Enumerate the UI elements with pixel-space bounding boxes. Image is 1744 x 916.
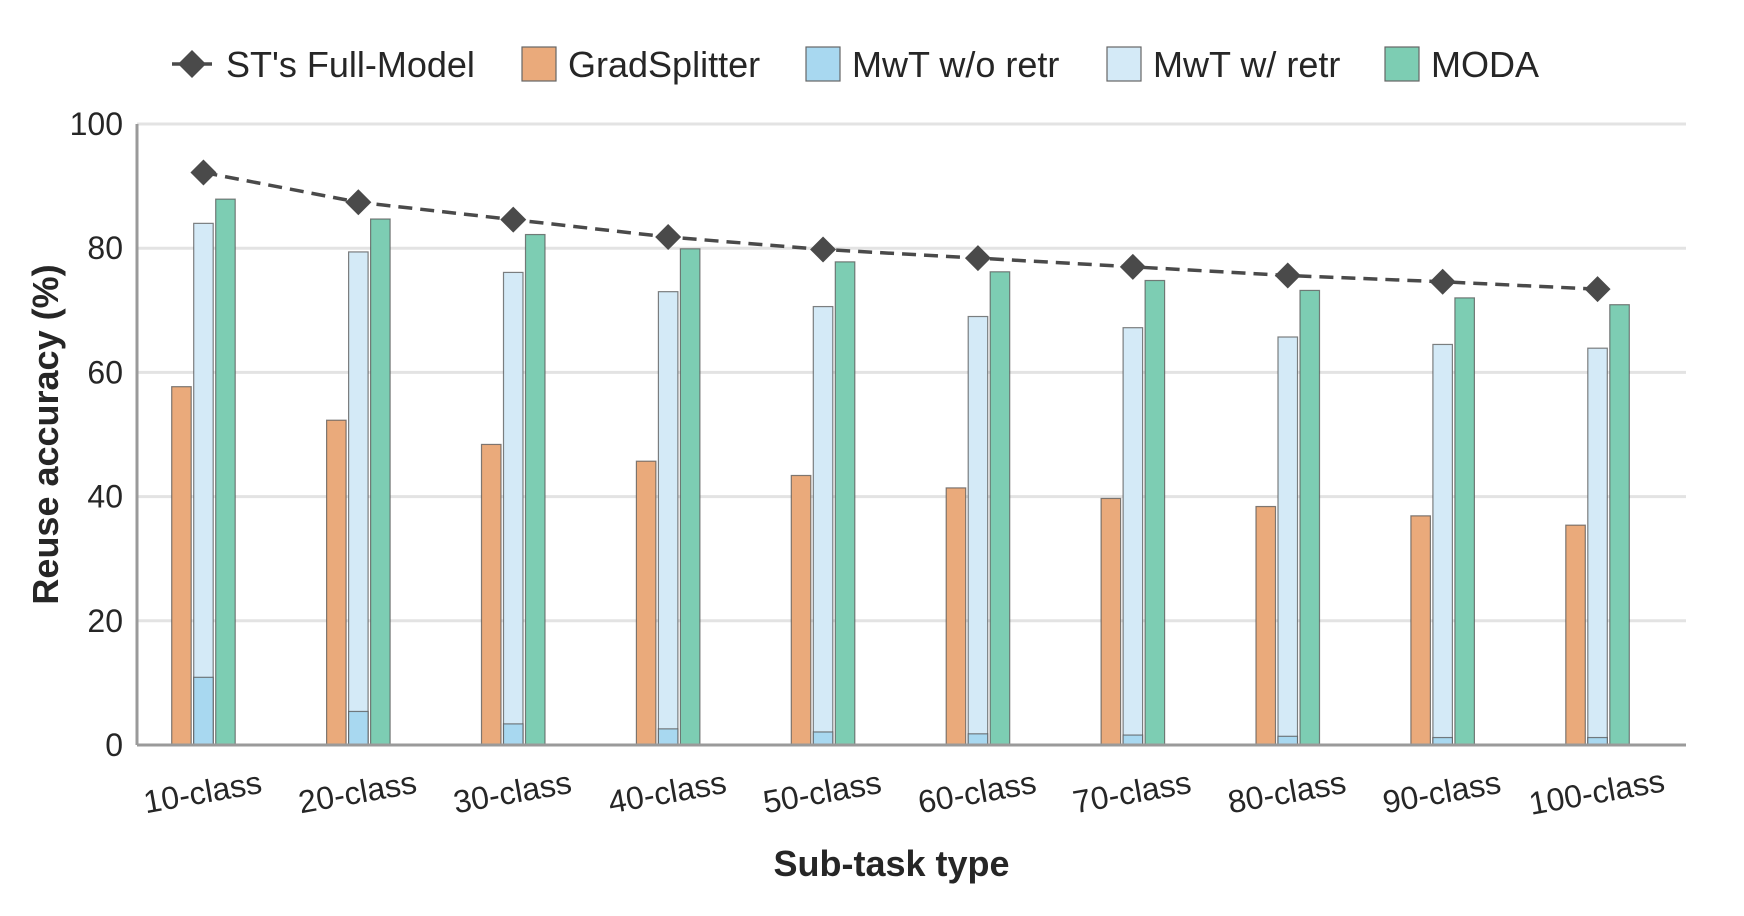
moda-bar: [1609, 304, 1630, 746]
full-model-line: [203, 170, 1598, 291]
x-tick-labels: 10-class 20-class 30-class 40-class 50-class…: [141, 763, 1667, 822]
moda-bar: [1144, 279, 1166, 746]
x-tick-label: 30-class: [451, 764, 575, 820]
gradsplitter-bar: [1410, 515, 1432, 746]
moda-bar: [1454, 297, 1476, 746]
mwt-without-retr-bar: [657, 728, 679, 746]
x-tick-label: 40-class: [605, 764, 729, 820]
full-model-point: [810, 236, 837, 263]
full-model-point: [1119, 253, 1146, 280]
legend-color-swatch: [805, 46, 841, 82]
legend-label: MwT w/o retr: [852, 44, 1059, 85]
legend-label: MODA: [1431, 44, 1539, 85]
legend-diamond-swatch: [178, 50, 206, 78]
mwt-without-retr-bar: [193, 676, 214, 746]
x-axis-title: Sub-task type: [773, 843, 1009, 884]
x-tick-label: 90-class: [1380, 764, 1504, 820]
full-model-point: [345, 189, 372, 216]
y-tick-label: 60: [87, 354, 123, 390]
mwt-with-retr-bar: [193, 222, 214, 746]
y-tick-label: 80: [87, 230, 123, 266]
x-tick-label: 100-class: [1526, 763, 1667, 822]
mwt-with-retr-bar: [1432, 343, 1454, 746]
legend-color-swatch: [1384, 46, 1420, 82]
grid-layer: [137, 122, 1686, 623]
gradsplitter-bar: [1255, 505, 1277, 746]
y-tick-label: 0: [105, 727, 123, 763]
mwt-without-retr-bar: [348, 710, 369, 746]
gradsplitter-bar: [945, 487, 967, 746]
gradsplitter-bar: [480, 443, 502, 746]
legend-color-swatch: [1106, 46, 1142, 82]
mwt-with-retr-bar: [1587, 347, 1608, 746]
gradsplitter-bar: [790, 474, 812, 746]
mwt-with-retr-bar: [1277, 336, 1299, 746]
gradsplitter-bar: [1100, 497, 1122, 746]
legend: ST's Full-Model GradSplitter MwT w/o retr M…: [172, 44, 1539, 85]
x-tick-label: 50-class: [760, 764, 884, 820]
legend-color-swatch: [521, 46, 557, 82]
moda-bar: [679, 248, 701, 746]
y-tick-label: 40: [87, 479, 123, 515]
x-tick-label: 80-class: [1225, 764, 1349, 820]
x-tick-label: 20-class: [296, 764, 420, 820]
full-model-point: [964, 245, 991, 272]
mwt-with-retr-bar: [657, 291, 679, 746]
full-model-point: [1274, 262, 1301, 289]
legend-label: MwT w/ retr: [1153, 44, 1340, 85]
mwt-with-retr-bar: [1122, 327, 1144, 746]
mwt-with-retr-bar: [812, 305, 834, 746]
gradsplitter-bar: [171, 386, 192, 746]
line-layer: [190, 159, 1611, 303]
legend-label: ST's Full-Model: [226, 44, 475, 85]
mwt-with-retr-bar: [967, 315, 989, 746]
full-model-point: [500, 206, 527, 233]
axes-layer: [135, 124, 1686, 747]
gradsplitter-bar: [635, 460, 657, 746]
gradsplitter-bar: [1565, 524, 1586, 746]
mwt-without-retr-bar: [812, 731, 834, 746]
mwt-without-retr-bar: [502, 723, 524, 746]
gradsplitter-bar: [326, 419, 347, 746]
moda-bar: [989, 271, 1011, 746]
moda-bar: [834, 261, 856, 746]
mwt-without-retr-bar: [967, 733, 989, 746]
moda-bar: [524, 233, 546, 746]
y-tick-labels: 0 20 40 60 80 100: [70, 106, 123, 763]
y-axis-title: Reuse accuracy (%): [25, 264, 66, 604]
y-tick-label: 20: [87, 603, 123, 639]
moda-bar: [1299, 289, 1321, 746]
x-tick-label: 10-class: [141, 764, 265, 820]
full-model-point: [1584, 276, 1611, 303]
x-tick-label: 60-class: [915, 764, 1039, 820]
full-model-point: [1429, 268, 1456, 295]
x-tick-label: 70-class: [1070, 764, 1194, 820]
full-model-point: [190, 159, 217, 186]
mwt-with-retr-bar: [348, 251, 369, 746]
moda-bar: [370, 218, 391, 746]
moda-bar: [215, 198, 236, 746]
mwt-with-retr-bar: [502, 271, 524, 746]
legend-label: GradSplitter: [568, 44, 760, 85]
full-model-point: [655, 224, 682, 251]
y-tick-label: 100: [70, 106, 123, 142]
